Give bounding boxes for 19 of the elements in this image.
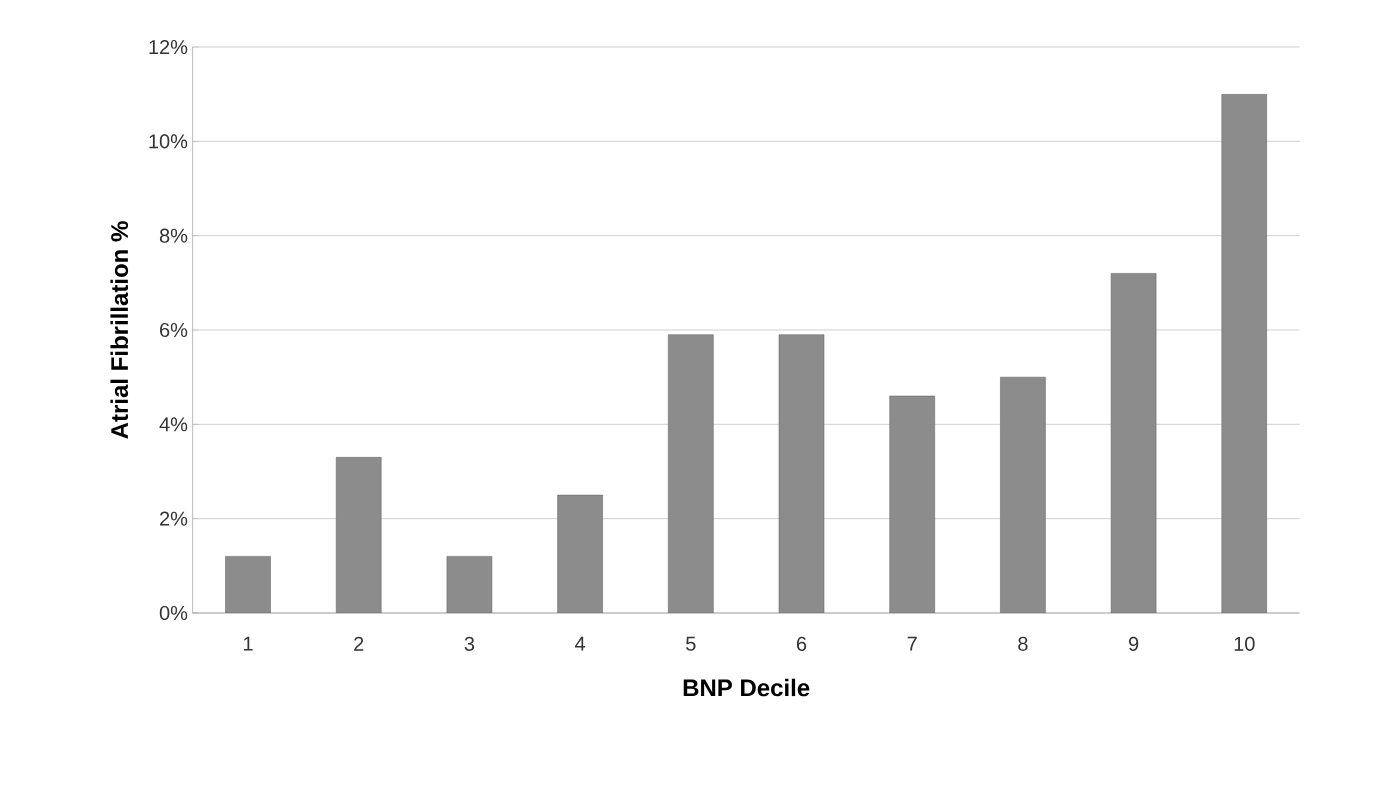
y-axis-title: Atrial Fibrillation % xyxy=(110,221,129,439)
x-tick-label: 7 xyxy=(907,636,917,651)
y-tick-label: 2% xyxy=(160,511,188,526)
x-tick-label: 3 xyxy=(464,636,475,651)
y-tick-label: 10% xyxy=(149,134,188,149)
x-tick-label: 5 xyxy=(686,636,696,651)
x-tick-label: 2 xyxy=(354,636,364,651)
y-tick-label: 12% xyxy=(149,39,188,55)
y-tick-label: 0% xyxy=(159,605,188,621)
x-tick-label: 10 xyxy=(1234,636,1255,651)
x-tick-label: 9 xyxy=(1128,636,1139,651)
x-tick-label: 4 xyxy=(575,636,586,651)
x-tick-label: 1 xyxy=(243,636,253,651)
x-axis-title: BNP Decile xyxy=(683,678,810,697)
y-tick-label: 8% xyxy=(159,228,188,243)
y-tick-label: 4% xyxy=(159,417,188,432)
x-tick-label: 6 xyxy=(796,636,807,651)
x-tick-label: 8 xyxy=(1018,636,1028,651)
y-tick-label: 6% xyxy=(160,322,188,338)
